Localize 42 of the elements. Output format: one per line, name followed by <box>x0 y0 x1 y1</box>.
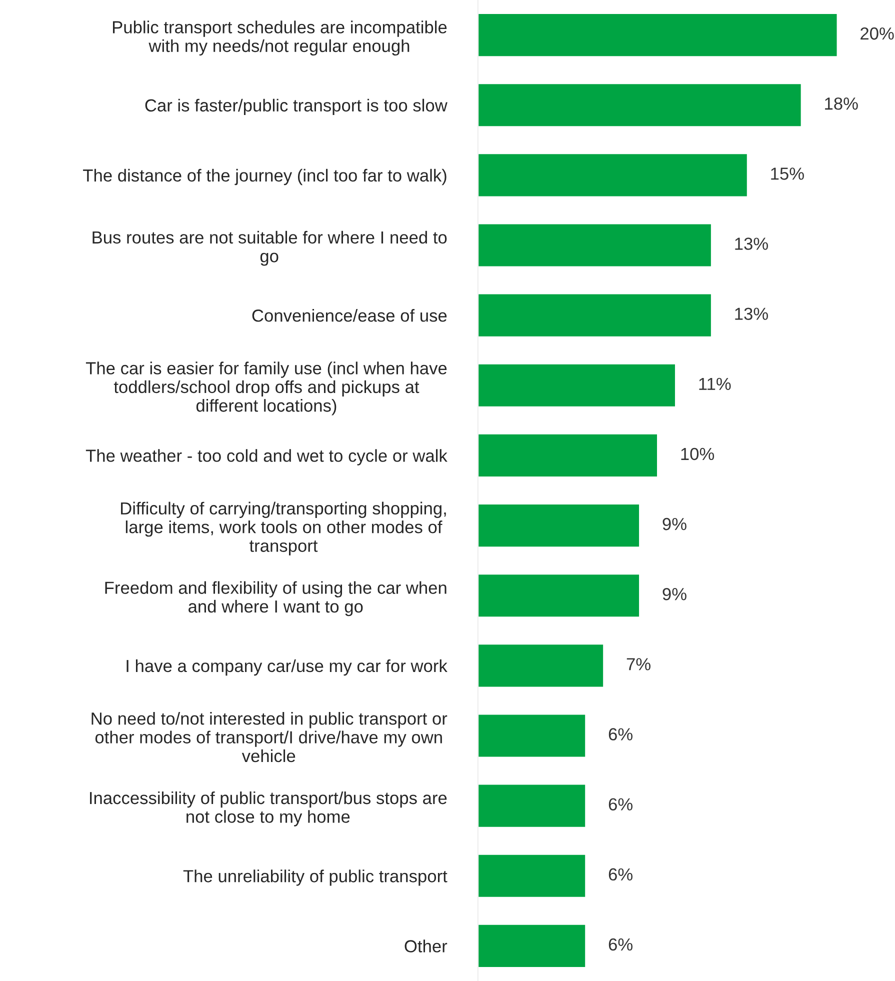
bar <box>478 362 676 408</box>
y-tick-label: Other <box>404 940 448 952</box>
data-label: 9% <box>662 518 686 530</box>
bar <box>478 503 640 548</box>
data-label: 15% <box>771 168 804 180</box>
data-label: 13% <box>735 308 768 320</box>
y-tick-label: No need to/not interested in public transport or other modes of transport/I drive/have my own vehicle <box>92 712 448 762</box>
y-tick-label: Inaccessibility of public transport/bus stops are not close to my home <box>90 791 447 826</box>
data-label: 6% <box>608 798 632 810</box>
bar <box>478 292 712 338</box>
data-label: 18% <box>825 97 858 110</box>
y-tick-label: The weather - too cold and wet to cycle or walk <box>86 449 448 466</box>
bar <box>478 433 658 478</box>
bar <box>478 573 640 618</box>
y-tick-label: The distance of the journey (incl too far to walk) <box>83 168 446 186</box>
data-label: 10% <box>681 448 714 460</box>
data-label: 20% <box>860 27 894 40</box>
y-tick-label: Difficulty of carrying/transporting shopping, large items, work tools on other modes of transport <box>121 502 446 556</box>
bar <box>478 152 748 198</box>
data-label: 7% <box>626 658 650 670</box>
bar <box>478 713 586 758</box>
data-label: 6% <box>608 728 632 740</box>
y-tick-label: Freedom and flexibility of using the car when and where I want to go <box>105 581 446 616</box>
bar <box>478 222 712 268</box>
data-label: 13% <box>735 238 768 250</box>
bar <box>478 853 586 898</box>
bar <box>478 12 838 58</box>
data-label: 6% <box>608 938 632 951</box>
y-tick-label: Public transport schedules are incompatible with my needs/not regular enough <box>112 20 447 56</box>
y-tick-label: Car is faster/public transport is too slow <box>145 98 448 115</box>
bar <box>478 643 604 688</box>
y-tick-label: I have a company car/use my car for work <box>126 659 448 676</box>
data-label: 11% <box>699 378 731 390</box>
data-label: 9% <box>662 588 686 600</box>
bar <box>478 783 586 828</box>
bar <box>478 924 586 968</box>
y-tick-label: Convenience/ease of use <box>252 309 447 322</box>
y-tick-label: The unreliability of public transport <box>183 870 448 886</box>
y-tick-label: Bus routes are not suitable for where I need to go <box>92 230 447 266</box>
y-tick-label: The car is easier for family use (incl when have toddlers/school drop offs and pickups at different locations) <box>86 362 447 416</box>
data-label: 6% <box>608 868 632 881</box>
bar <box>478 82 802 128</box>
